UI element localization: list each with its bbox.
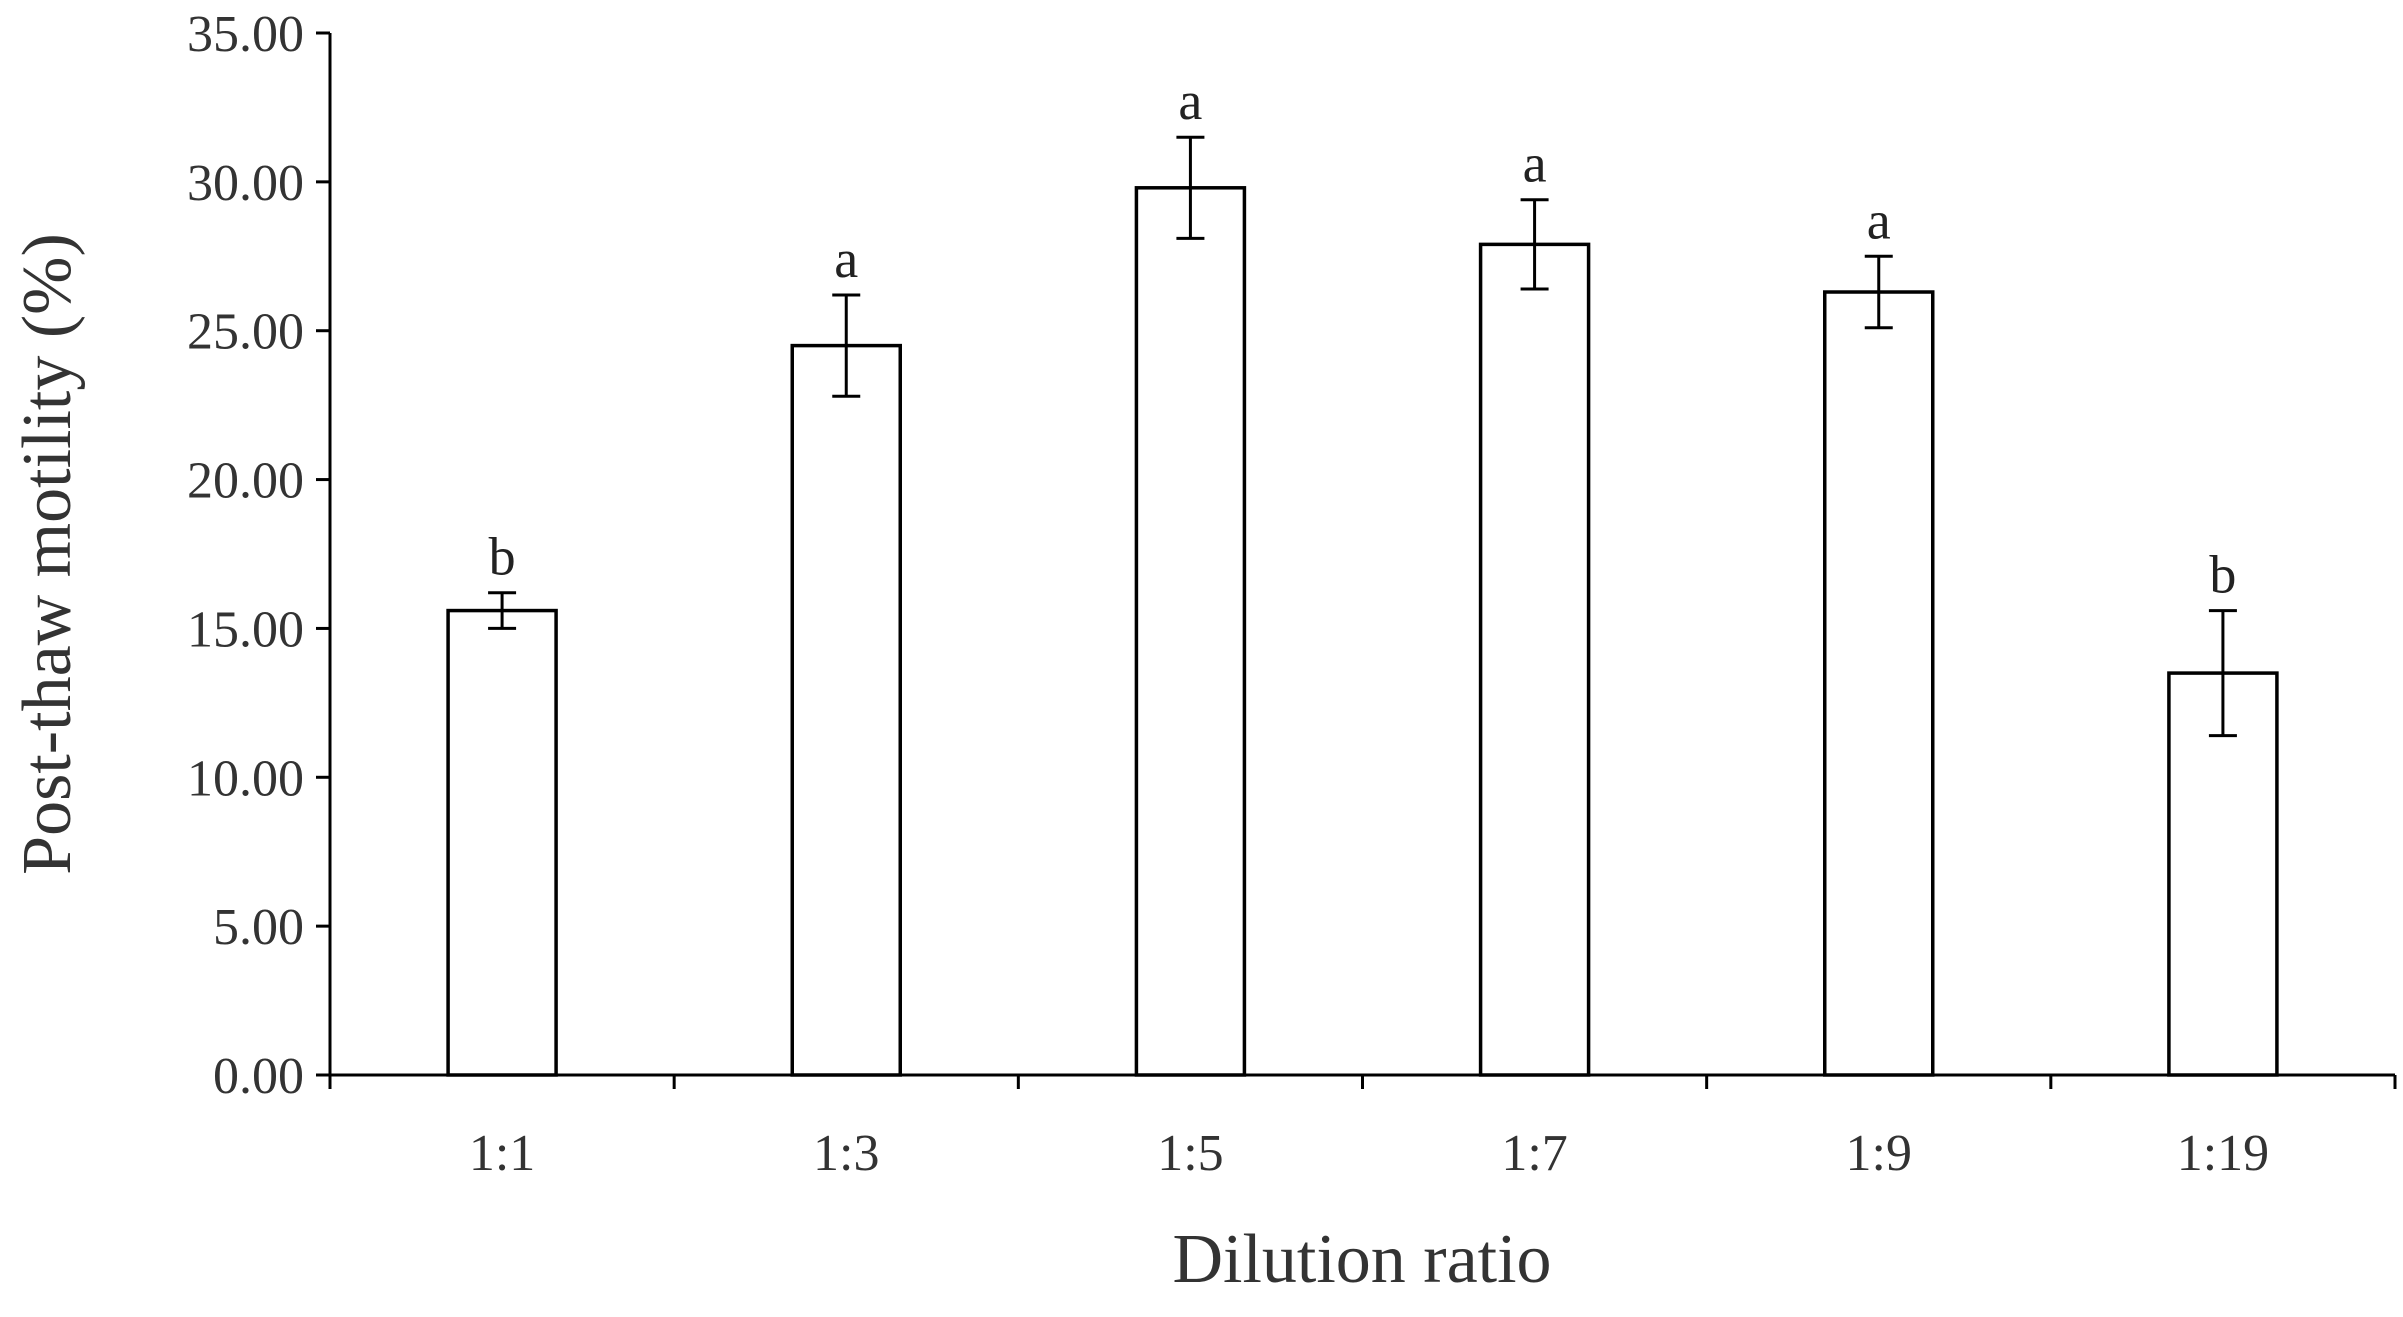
error-bar <box>1176 135 1205 240</box>
y-tick-label: 0.00 <box>213 1048 304 1105</box>
y-axis-ticks: 0.00 5.00 10.00 15.00 20.00 25.00 30.00 35.00 <box>187 6 330 1105</box>
x-tick-label: 1:3 <box>813 1125 879 1182</box>
x-axis-title: Dilution ratio <box>1172 1221 1551 1298</box>
y-tick-label: 35.00 <box>187 6 304 63</box>
bar <box>1823 290 1935 1077</box>
y-tick-label: 15.00 <box>187 601 304 658</box>
x-tick-label: 1:9 <box>1846 1125 1912 1182</box>
significance-letter: a <box>1178 71 1202 131</box>
y-tick-label: 20.00 <box>187 453 304 510</box>
x-axis-ticks: 1:1 1:3 1:5 1:7 1:9 1:19 <box>328 1075 2397 1182</box>
bar <box>2167 671 2279 1077</box>
error-bar <box>1864 254 1893 330</box>
error-bars <box>488 135 2237 738</box>
bar-series <box>446 186 2279 1077</box>
x-tick-label: 1:1 <box>469 1125 535 1182</box>
x-tick-label: 1:7 <box>1501 1125 1567 1182</box>
bar <box>1134 186 1247 1077</box>
error-bar <box>832 293 861 398</box>
error-bar <box>1520 198 1549 291</box>
y-tick-label: 30.00 <box>187 155 304 212</box>
y-tick-label: 10.00 <box>187 750 304 807</box>
significance-letter: a <box>834 229 858 289</box>
error-bar <box>488 591 517 630</box>
significance-letter: b <box>489 527 516 587</box>
bar <box>790 343 902 1077</box>
significance-labels: b a a a a b <box>489 71 2237 604</box>
x-tick-label: 1:5 <box>1157 1125 1223 1182</box>
y-tick-label: 5.00 <box>213 899 304 956</box>
y-axis-title: Post-thaw motility (%) <box>9 233 86 875</box>
x-tick-label: 1:19 <box>2177 1125 2269 1182</box>
bar <box>446 608 558 1077</box>
y-tick-label: 25.00 <box>187 304 304 361</box>
bar <box>1478 242 1591 1077</box>
error-bar <box>2208 609 2237 738</box>
significance-letter: b <box>2209 545 2236 605</box>
significance-letter: a <box>1867 190 1891 250</box>
significance-letter: a <box>1523 134 1547 194</box>
